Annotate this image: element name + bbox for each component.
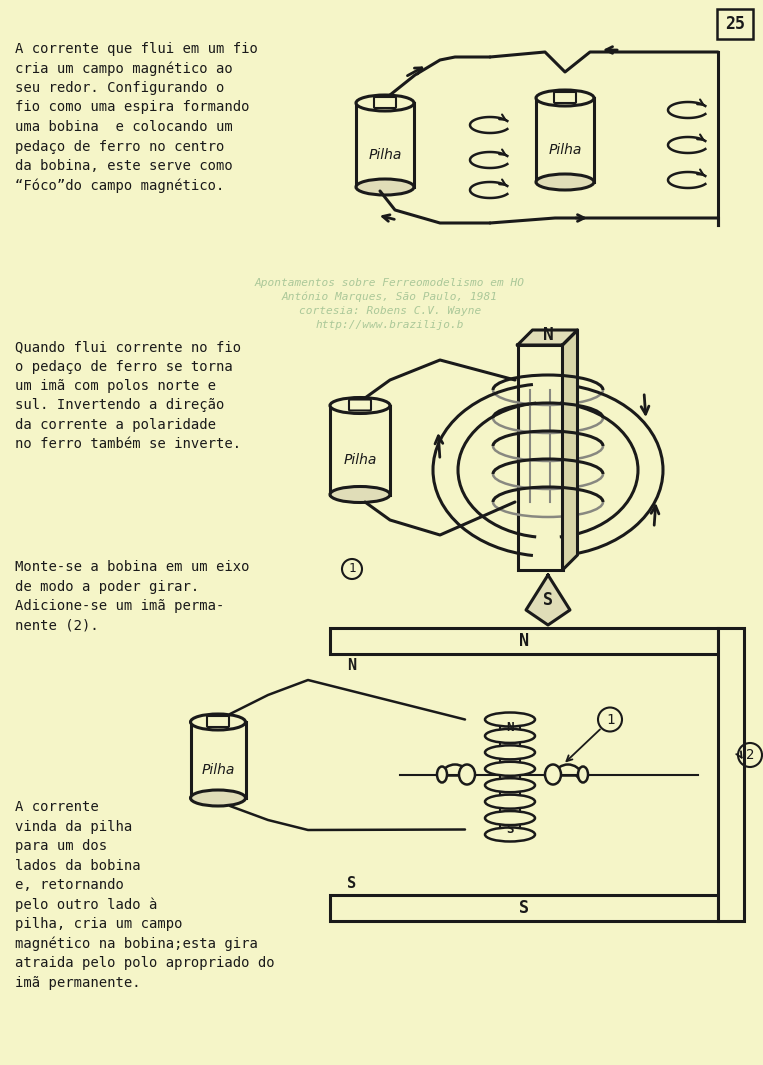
Ellipse shape: [330, 487, 390, 503]
FancyBboxPatch shape: [717, 9, 753, 39]
Bar: [500, 718, 520, 832]
Polygon shape: [517, 330, 578, 345]
Text: vinda da pilha: vinda da pilha: [15, 819, 132, 834]
Ellipse shape: [330, 397, 390, 413]
Text: atraida pelo polo apropriado do: atraida pelo polo apropriado do: [15, 956, 275, 970]
Ellipse shape: [485, 812, 535, 825]
Text: o pedaço de ferro se torna: o pedaço de ferro se torna: [15, 360, 233, 374]
Text: S: S: [347, 875, 356, 890]
Ellipse shape: [536, 174, 594, 190]
Text: da corrente a polaridade: da corrente a polaridade: [15, 417, 216, 432]
Ellipse shape: [459, 765, 475, 785]
Text: Pilha: Pilha: [343, 453, 377, 466]
Bar: [517, 345, 562, 570]
Text: seu redor. Configurando o: seu redor. Configurando o: [15, 81, 224, 95]
Text: um imã com polos norte e: um imã com polos norte e: [15, 379, 216, 393]
Text: N: N: [506, 721, 513, 734]
Ellipse shape: [356, 95, 414, 111]
Text: sul. Invertendo a direção: sul. Invertendo a direção: [15, 398, 224, 412]
Ellipse shape: [578, 767, 588, 783]
FancyBboxPatch shape: [718, 628, 744, 921]
Text: e, retornando: e, retornando: [15, 878, 124, 892]
Text: N: N: [347, 658, 356, 673]
Text: Pilha: Pilha: [549, 143, 581, 157]
FancyBboxPatch shape: [330, 406, 390, 494]
Text: magnético na bobina;esta gira: magnético na bobina;esta gira: [15, 936, 258, 951]
Text: pilha, cria um campo: pilha, cria um campo: [15, 917, 182, 931]
Text: pelo outro lado à: pelo outro lado à: [15, 898, 157, 912]
FancyBboxPatch shape: [191, 722, 246, 798]
Text: S: S: [506, 823, 513, 836]
Ellipse shape: [485, 728, 535, 743]
Text: Pilha: Pilha: [201, 763, 235, 777]
Text: http://www.brazilijo.b: http://www.brazilijo.b: [316, 320, 464, 330]
Text: Apontamentos sobre Ferreomodelismo em HO: Apontamentos sobre Ferreomodelismo em HO: [255, 278, 525, 288]
Text: N: N: [542, 326, 553, 344]
Text: no ferro também se inverte.: no ferro também se inverte.: [15, 438, 241, 452]
Text: “Fóco”do campo magnético.: “Fóco”do campo magnético.: [15, 179, 224, 193]
Ellipse shape: [485, 794, 535, 808]
Text: S: S: [519, 899, 529, 917]
Text: imã permanente.: imã permanente.: [15, 976, 140, 989]
Ellipse shape: [191, 790, 246, 806]
Ellipse shape: [485, 779, 535, 792]
FancyBboxPatch shape: [349, 399, 371, 410]
Text: da bobina, este serve como: da bobina, este serve como: [15, 159, 233, 173]
Text: Quando flui corrente no fio: Quando flui corrente no fio: [15, 340, 241, 354]
Ellipse shape: [437, 767, 447, 783]
Ellipse shape: [545, 765, 561, 785]
Text: 2: 2: [745, 748, 754, 761]
Ellipse shape: [191, 714, 246, 730]
Text: pedaço de ferro no centro: pedaço de ferro no centro: [15, 140, 224, 153]
Ellipse shape: [356, 179, 414, 195]
Text: Monte-se a bobina em um eixo: Monte-se a bobina em um eixo: [15, 560, 250, 574]
Text: de modo a poder girar.: de modo a poder girar.: [15, 579, 199, 593]
Ellipse shape: [485, 828, 535, 841]
Text: para um dos: para um dos: [15, 839, 107, 853]
Ellipse shape: [485, 712, 535, 726]
Polygon shape: [526, 575, 570, 625]
FancyBboxPatch shape: [554, 92, 576, 103]
Text: Adicione-se um imã perma-: Adicione-se um imã perma-: [15, 599, 224, 613]
Text: lados da bobina: lados da bobina: [15, 858, 140, 872]
Text: António Marques, São Paulo, 1981: António Marques, São Paulo, 1981: [282, 292, 498, 302]
Ellipse shape: [485, 761, 535, 775]
Ellipse shape: [485, 746, 535, 759]
Text: uma bobina  e colocando um: uma bobina e colocando um: [15, 120, 233, 134]
FancyBboxPatch shape: [330, 628, 718, 654]
Ellipse shape: [536, 91, 594, 106]
Text: cria um campo magnético ao: cria um campo magnético ao: [15, 62, 233, 76]
FancyBboxPatch shape: [536, 98, 594, 182]
Text: 1: 1: [348, 562, 356, 575]
Text: S: S: [543, 591, 553, 609]
FancyBboxPatch shape: [207, 716, 229, 727]
Text: cortesia: Robens C.V. Wayne: cortesia: Robens C.V. Wayne: [299, 306, 481, 316]
Text: 25: 25: [725, 15, 745, 33]
FancyBboxPatch shape: [330, 895, 718, 921]
Polygon shape: [562, 330, 578, 570]
Text: 1: 1: [606, 712, 614, 726]
FancyBboxPatch shape: [374, 97, 396, 108]
Text: A corrente que flui em um fio: A corrente que flui em um fio: [15, 42, 258, 56]
Text: N: N: [519, 632, 529, 650]
Text: A corrente: A corrente: [15, 800, 98, 814]
Text: nente (2).: nente (2).: [15, 619, 98, 633]
FancyBboxPatch shape: [356, 103, 414, 187]
Text: Pilha: Pilha: [369, 148, 401, 162]
Text: fio como uma espira formando: fio como uma espira formando: [15, 100, 250, 115]
